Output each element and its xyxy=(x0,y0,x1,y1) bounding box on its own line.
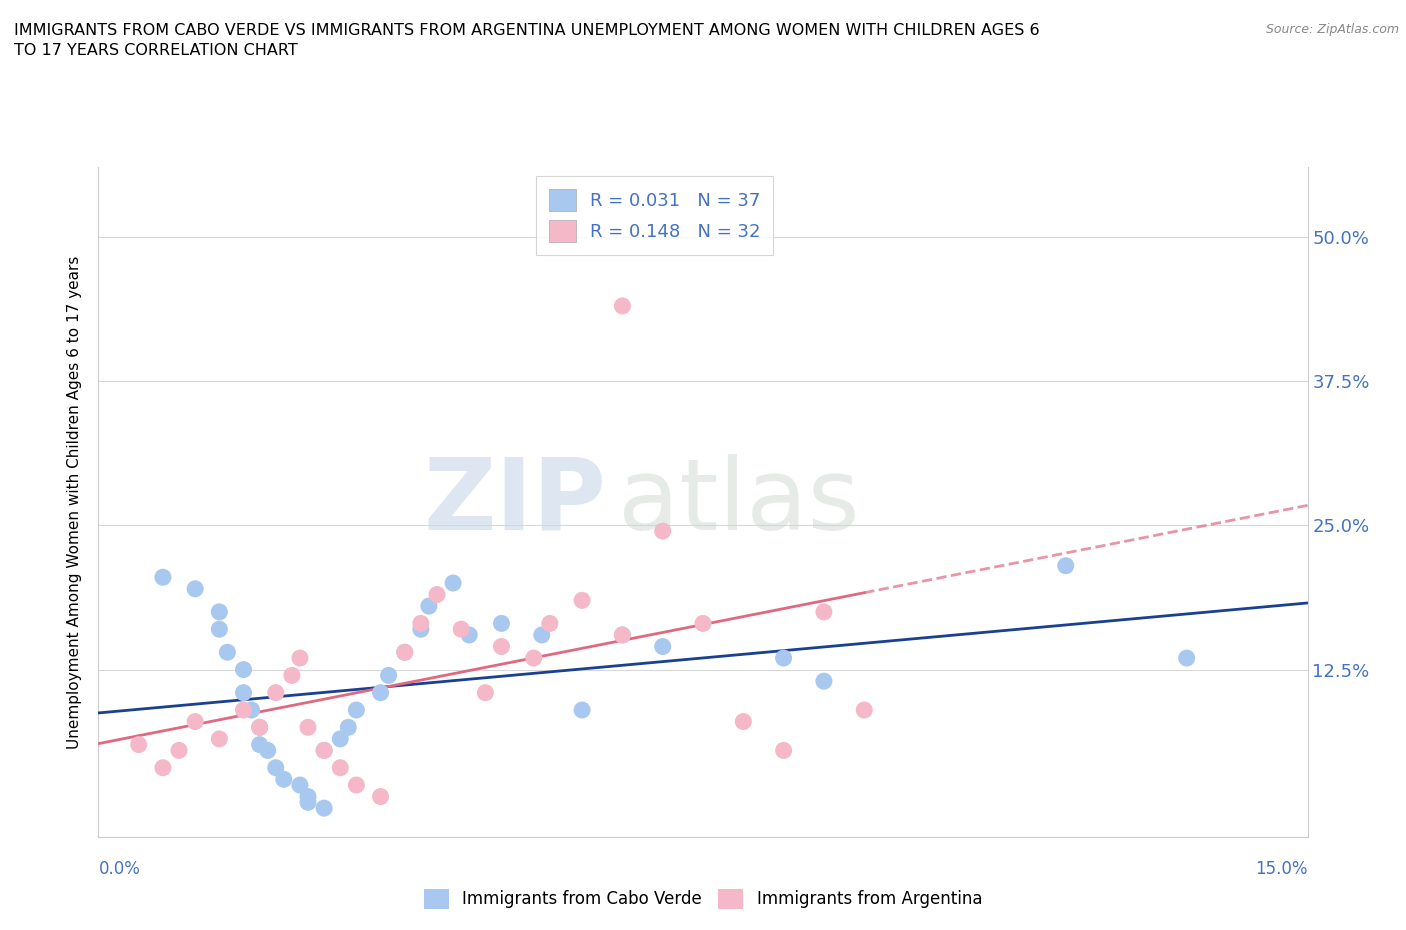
Point xyxy=(249,720,271,735)
Point xyxy=(314,801,336,816)
Point xyxy=(394,644,416,659)
Point xyxy=(692,616,714,631)
Point xyxy=(249,720,271,735)
Point xyxy=(651,639,673,654)
Point xyxy=(314,743,336,758)
Point xyxy=(394,644,416,659)
Point xyxy=(281,668,304,683)
Text: IMMIGRANTS FROM CABO VERDE VS IMMIGRANTS FROM ARGENTINA UNEMPLOYMENT AMONG WOMEN: IMMIGRANTS FROM CABO VERDE VS IMMIGRANTS… xyxy=(14,23,1039,58)
Point xyxy=(853,702,876,717)
Point xyxy=(733,714,755,729)
Point xyxy=(651,524,673,538)
Point xyxy=(441,576,464,591)
Point xyxy=(450,622,472,637)
Point xyxy=(152,570,174,585)
Point xyxy=(344,777,367,792)
Point xyxy=(337,720,360,735)
Point xyxy=(813,604,835,619)
Point xyxy=(571,702,593,717)
Y-axis label: Unemployment Among Women with Children Ages 6 to 17 years: Unemployment Among Women with Children A… xyxy=(67,256,83,749)
Point xyxy=(418,599,440,614)
Point xyxy=(288,777,311,792)
Point xyxy=(128,737,150,752)
Point xyxy=(458,628,481,643)
Point xyxy=(184,714,207,729)
Point xyxy=(523,651,546,666)
Point xyxy=(329,761,352,776)
Point xyxy=(813,673,835,688)
Point xyxy=(264,685,287,700)
Point xyxy=(297,795,319,810)
Point xyxy=(232,662,254,677)
Point xyxy=(152,761,174,776)
Point xyxy=(409,622,432,637)
Text: ZIP: ZIP xyxy=(423,454,606,551)
Point xyxy=(208,622,231,637)
Point xyxy=(208,604,231,619)
Point xyxy=(491,639,513,654)
Point xyxy=(370,790,392,804)
Point xyxy=(208,731,231,746)
Point xyxy=(184,581,207,596)
Point xyxy=(426,587,449,602)
Point xyxy=(612,628,634,643)
Point xyxy=(297,720,319,735)
Point xyxy=(217,644,239,659)
Text: 0.0%: 0.0% xyxy=(98,860,141,878)
Legend: R = 0.031   N = 37, R = 0.148   N = 32: R = 0.031 N = 37, R = 0.148 N = 32 xyxy=(536,177,773,255)
Point xyxy=(571,593,593,608)
Point xyxy=(370,685,392,700)
Point xyxy=(314,743,336,758)
Point xyxy=(288,651,311,666)
Point xyxy=(249,737,271,752)
Point xyxy=(1054,558,1077,573)
Point xyxy=(232,685,254,700)
Point xyxy=(329,731,352,746)
Point xyxy=(344,702,367,717)
Point xyxy=(474,685,496,700)
Point xyxy=(530,628,553,643)
Point xyxy=(256,743,278,758)
Text: Source: ZipAtlas.com: Source: ZipAtlas.com xyxy=(1265,23,1399,36)
Point xyxy=(297,790,319,804)
Point xyxy=(772,651,794,666)
Point xyxy=(273,772,295,787)
Point xyxy=(491,616,513,631)
Point xyxy=(612,299,634,313)
Point xyxy=(377,668,399,683)
Point xyxy=(612,628,634,643)
Point xyxy=(167,743,190,758)
Point xyxy=(232,702,254,717)
Text: 15.0%: 15.0% xyxy=(1256,860,1308,878)
Point xyxy=(772,743,794,758)
Point xyxy=(409,616,432,631)
Point xyxy=(1175,651,1198,666)
Point xyxy=(538,616,561,631)
Point xyxy=(240,702,263,717)
Text: atlas: atlas xyxy=(619,454,860,551)
Point xyxy=(264,761,287,776)
